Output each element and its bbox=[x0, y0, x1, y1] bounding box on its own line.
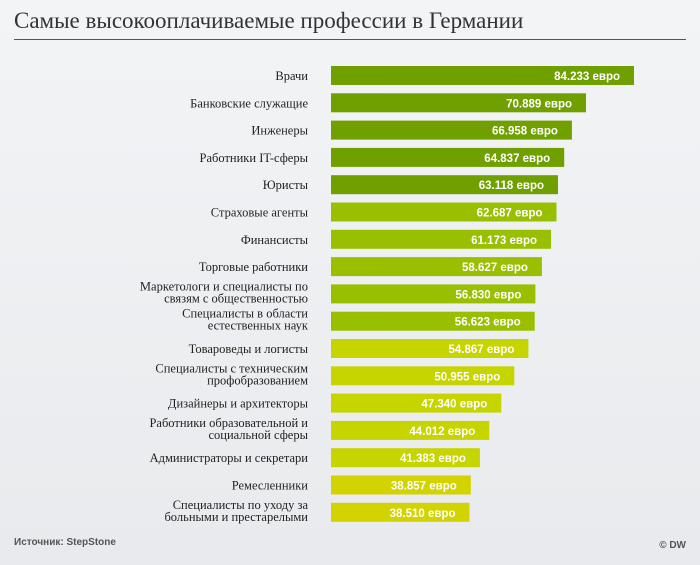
category-label-15: Администраторы и секретари bbox=[150, 451, 309, 465]
bar-value-label-9: 56.830 евро bbox=[456, 289, 522, 301]
bar-value-label-15: 41.383 евро bbox=[400, 453, 466, 465]
bar-6 bbox=[331, 202, 557, 222]
bar-8 bbox=[331, 257, 542, 277]
chart-title: Самые высокооплачиваемые профессии в Гер… bbox=[14, 8, 524, 33]
category-label-14: Работники образовательной и социальной сф… bbox=[149, 416, 308, 442]
category-label-10: Специалисты в области естественных наук bbox=[182, 307, 309, 333]
bar-value-label-4: 64.837 евро bbox=[484, 153, 550, 165]
bar-value-label-17: 38.510 евро bbox=[390, 508, 456, 520]
category-label-13: Дизайнеры и архитекторы bbox=[168, 397, 309, 411]
category-label-2: Банковские служащие bbox=[190, 96, 308, 110]
category-label-7: Финансисты bbox=[241, 233, 309, 247]
bar-12 bbox=[331, 366, 515, 386]
category-label-8: Торговые работники bbox=[199, 260, 308, 274]
bar-value-label-5: 63.118 евро bbox=[479, 180, 544, 192]
category-label-5: Юристы bbox=[263, 178, 309, 192]
category-label-17: Специалисты по уходу за больными и преста… bbox=[164, 498, 308, 524]
category-label-12: Специалисты с техническим профобразование… bbox=[155, 361, 308, 387]
bar-1 bbox=[331, 66, 634, 85]
category-label-11: Товароведы и логисты bbox=[189, 342, 309, 356]
bar-9 bbox=[331, 284, 536, 304]
bar-value-label-3: 66.958 евро bbox=[492, 126, 558, 138]
category-label-3: Инженеры bbox=[251, 124, 308, 138]
dw-credit: © DW bbox=[659, 540, 686, 551]
bar-13 bbox=[331, 393, 502, 413]
category-label-9: Маркетологи и специалисты по связям с общ… bbox=[140, 279, 308, 305]
bar-value-label-10: 56.623 евро bbox=[455, 317, 521, 329]
bar-value-label-16: 38.857 евро bbox=[391, 481, 457, 493]
category-label-16: Ремесленники bbox=[232, 479, 309, 493]
bar-3 bbox=[331, 120, 572, 140]
bar-value-label-11: 54.867 евро bbox=[449, 344, 515, 356]
bar-2 bbox=[331, 93, 586, 113]
bar-5 bbox=[331, 175, 558, 195]
bar-7 bbox=[331, 229, 551, 249]
category-label-1: Врачи bbox=[275, 69, 308, 83]
bar-value-label-12: 50.955 евро bbox=[434, 371, 500, 383]
bar-15 bbox=[331, 448, 480, 468]
bar-value-label-14: 44.012 евро bbox=[409, 426, 475, 438]
bar-11 bbox=[331, 339, 529, 358]
title-divider bbox=[14, 39, 686, 40]
bar-value-label-8: 58.627 евро bbox=[462, 262, 528, 274]
bar-14 bbox=[331, 420, 490, 440]
bar-value-label-1: 84.233 евро bbox=[554, 71, 620, 83]
bar-value-label-6: 62.687 евро bbox=[477, 208, 543, 220]
bar-17 bbox=[331, 502, 470, 522]
source-note: Источник: StepStone bbox=[14, 537, 116, 548]
bar-value-label-2: 70.889 евро bbox=[506, 98, 572, 110]
bar-value-label-13: 47.340 евро bbox=[421, 399, 487, 411]
bar-value-label-7: 61.173 евро bbox=[471, 235, 537, 247]
bar-4 bbox=[331, 147, 565, 167]
category-label-4: Работники IT-сферы bbox=[200, 151, 309, 165]
category-label-6: Страховые агенты bbox=[211, 206, 309, 220]
bar-16 bbox=[331, 475, 471, 495]
bar-10 bbox=[331, 311, 535, 331]
